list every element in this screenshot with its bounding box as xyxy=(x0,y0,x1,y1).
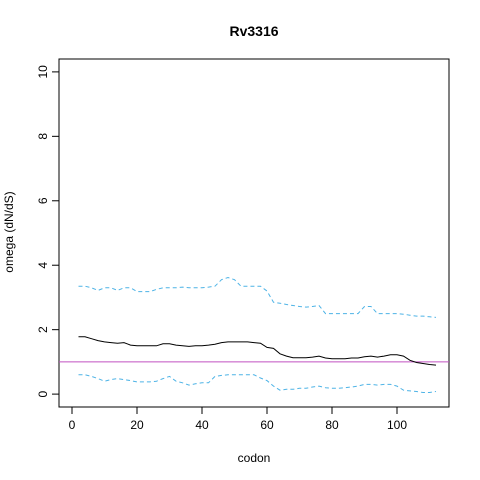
x-tick-label: 60 xyxy=(260,418,274,432)
x-tick-label: 100 xyxy=(387,418,407,432)
y-tick-label: 10 xyxy=(36,65,50,79)
y-tick-label: 4 xyxy=(36,262,50,269)
x-tick-label: 0 xyxy=(69,418,76,432)
y-tick-label: 2 xyxy=(36,326,50,333)
y-axis: 0 2 4 6 8 10 xyxy=(36,65,59,397)
chart-title: Rv3316 xyxy=(229,23,278,39)
y-tick-label: 6 xyxy=(36,197,50,204)
upper-bound-line xyxy=(78,276,437,318)
x-tick-label: 40 xyxy=(195,418,209,432)
lower-bound-line xyxy=(78,374,437,393)
omega-line xyxy=(78,336,437,366)
y-axis-label: omega (dN/dS) xyxy=(2,191,16,272)
y-tick-label: 8 xyxy=(36,133,50,140)
x-tick-label: 20 xyxy=(130,418,144,432)
y-tick-label: 0 xyxy=(36,390,50,397)
series-layer xyxy=(59,276,449,393)
x-axis-label: codon xyxy=(238,451,271,465)
x-axis: 0 20 40 60 80 100 xyxy=(69,406,407,432)
x-tick-label: 80 xyxy=(325,418,339,432)
